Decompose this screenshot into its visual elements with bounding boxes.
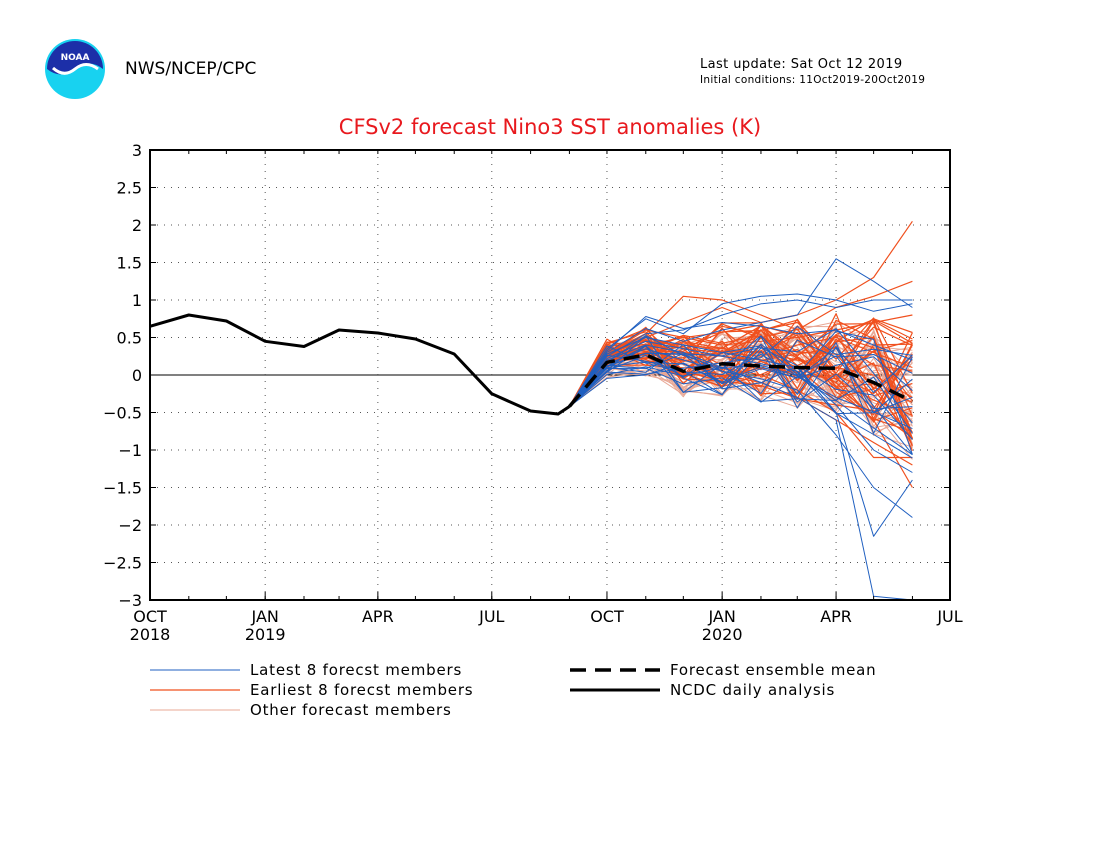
- y-tick-label: 3: [132, 141, 142, 160]
- latest-member-line: [568, 337, 913, 537]
- latest-member-line: [569, 344, 913, 459]
- x-tick-label: JAN: [707, 607, 735, 626]
- org-name: NWS/NCEP/CPC: [125, 59, 257, 79]
- y-tick-label: −2: [118, 516, 142, 535]
- legend-label-latest: Latest 8 forecst members: [250, 661, 462, 679]
- earliest-member-line: [568, 325, 913, 433]
- latest-member-line: [569, 326, 913, 407]
- latest-member-line: [569, 356, 913, 407]
- initial-conditions: Initial conditions: 11Oct2019-20Oct2019: [700, 74, 926, 86]
- x-tick-label: APR: [362, 607, 394, 626]
- x-tick-label: APR: [820, 607, 852, 626]
- y-tick-label: 0: [132, 366, 142, 385]
- x-tick-label: OCT: [133, 607, 167, 626]
- latest-member-line: [569, 365, 913, 434]
- y-tick-label: 2: [132, 216, 142, 235]
- axis-ticks: 32.521.510.50−0.5−1−1.5−2−2.5−3OCT2018JA…: [103, 141, 963, 644]
- y-tick-label: 1.5: [117, 254, 142, 273]
- last-update: Last update: Sat Oct 12 2019: [700, 57, 903, 72]
- legend-label-analysis: NCDC daily analysis: [670, 681, 835, 699]
- other-member-line: [569, 326, 913, 407]
- legend-label-mean: Forecast ensemble mean: [670, 661, 876, 679]
- legend-label-earliest: Earliest 8 forecst members: [250, 681, 473, 699]
- y-tick-label: 1: [132, 291, 142, 310]
- x-tick-year: 2019: [245, 625, 286, 644]
- y-tick-label: 0.5: [117, 329, 142, 348]
- x-tick-label: OCT: [590, 607, 624, 626]
- latest-member-line: [568, 258, 913, 407]
- logo-text: NOAA: [61, 53, 90, 63]
- noaa-logo: NOAA: [44, 38, 106, 100]
- y-tick-label: −0.5: [103, 404, 142, 423]
- latest-member-line: [568, 299, 913, 407]
- x-tick-year: 2018: [130, 625, 171, 644]
- latest-members: [568, 258, 913, 601]
- y-tick-label: −1.5: [103, 479, 142, 498]
- y-tick-label: −2.5: [103, 554, 142, 573]
- y-tick-label: −3: [118, 591, 142, 610]
- latest-member-line: [569, 355, 913, 455]
- x-tick-label: JUL: [936, 607, 962, 626]
- y-tick-label: −1: [118, 441, 142, 460]
- latest-member-line: [569, 328, 913, 424]
- legend-label-other: Other forecast members: [250, 701, 452, 719]
- latest-member-line: [569, 335, 913, 409]
- noaa-seal-icon: NOAA: [45, 39, 105, 99]
- latest-member-line: [569, 335, 913, 415]
- latest-member-line: [569, 330, 913, 455]
- latest-member-line: [569, 342, 913, 434]
- main-lines: [149, 313, 914, 416]
- x-tick-year: 2020: [702, 625, 743, 644]
- y-tick-label: 2.5: [117, 179, 142, 198]
- analysis-line: [149, 313, 571, 416]
- chart-title: CFSv2 forecast Nino3 SST anomalies (K): [339, 115, 761, 139]
- latest-member-line: [568, 316, 913, 407]
- x-tick-label: JAN: [251, 607, 279, 626]
- legend: Latest 8 forecst members Earliest 8 forec…: [150, 661, 876, 719]
- ensemble-mean-line: [568, 353, 914, 408]
- x-tick-label: JUL: [478, 607, 504, 626]
